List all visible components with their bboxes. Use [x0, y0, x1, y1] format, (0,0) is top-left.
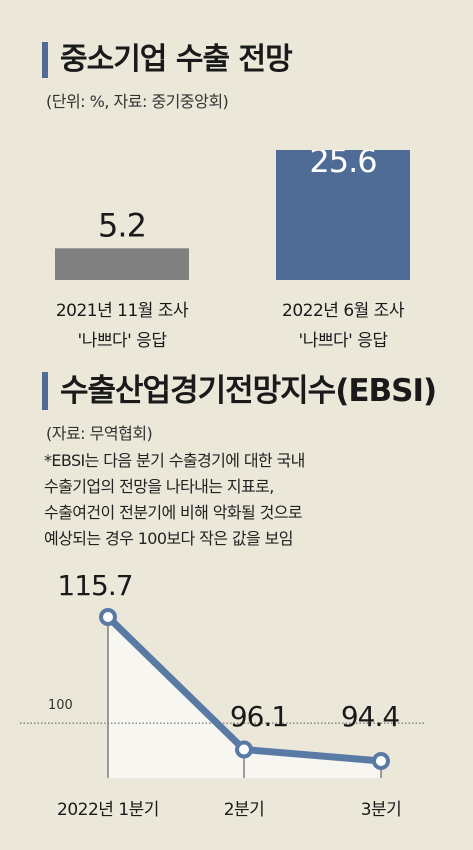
category-label: '나쁘다' 응답	[78, 331, 168, 351]
bar-value-label: 5.2	[98, 206, 146, 244]
section2-title: 수출산업경기전망지수(EBSI)	[42, 372, 437, 410]
bar-value-label: 25.6	[309, 150, 376, 180]
section2-subtitle: (자료: 무역협회)	[46, 424, 153, 443]
ebsi-note: *EBSI는 다음 분기 수출경기에 대한 국내 수출기업의 전망을 나타내는 …	[44, 448, 305, 552]
point-value-label: 96.1	[230, 700, 288, 733]
x-tick-label: 2분기	[224, 800, 265, 820]
reference-label: 100	[48, 698, 73, 713]
bar-chart: 5.2 2021년 11월 조사 '나쁘다' 응답 25.6 2022년 6월 조사 '나…	[55, 150, 410, 351]
point-value-label: 115.7	[57, 569, 132, 602]
data-point	[372, 751, 390, 770]
x-tick-label: 2022년 1분기	[57, 800, 159, 820]
area-fill	[108, 617, 381, 778]
bar	[55, 248, 189, 280]
category-label: 2022년 6월 조사	[282, 301, 405, 321]
line-chart: 100 115.7 96.1 94.4 2022년 1분기 2분기 3분기	[20, 569, 425, 820]
data-point	[235, 740, 253, 759]
bar	[276, 150, 410, 280]
point-value-label: 94.4	[341, 700, 400, 733]
note-line: *EBSI는 다음 분기 수출경기에 대한 국내	[44, 451, 305, 470]
note-line: 수출기업의 전망을 나타내는 지표로,	[44, 477, 274, 496]
category-label: '나쁘다' 응답	[299, 331, 389, 351]
category-label: 2021년 11월 조사	[56, 301, 189, 321]
note-line: 예상되는 경우 100보다 작은 값을 보임	[44, 529, 293, 548]
section1-subtitle: (단위: %, 자료: 중기중앙회)	[46, 92, 229, 111]
data-point	[99, 608, 117, 626]
note-line: 수출여건이 전분기에 비해 악화될 것으로	[44, 503, 303, 522]
section1-title: 중소기업 수출 전망	[42, 42, 293, 78]
x-tick-label: 3분기	[361, 800, 402, 820]
